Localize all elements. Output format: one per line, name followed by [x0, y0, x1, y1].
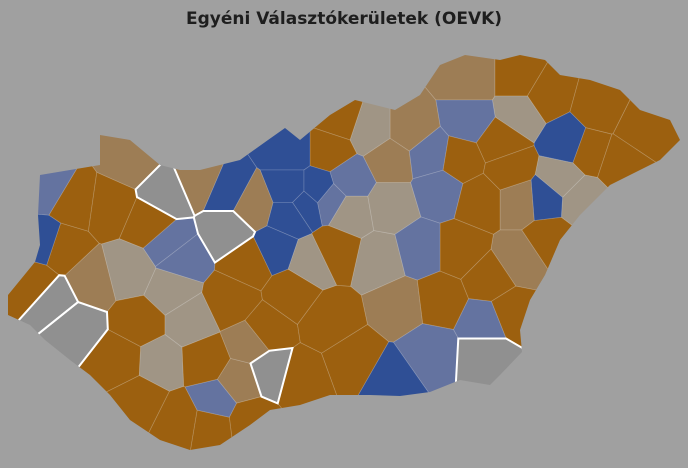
- district-orange[interactable]: [228, 396, 331, 468]
- district-orange[interactable]: [490, 285, 688, 445]
- district-highlight-outline: [192, 210, 257, 265]
- map-title: Egyéni Választókerületek (OEVK): [185, 9, 503, 29]
- district-blue[interactable]: [199, 0, 311, 171]
- district-orange[interactable]: [309, 126, 358, 173]
- district-orange[interactable]: [482, 145, 540, 191]
- district-orange[interactable]: [48, 154, 98, 232]
- district-taupe[interactable]: [561, 174, 688, 314]
- district-orange[interactable]: [597, 133, 688, 269]
- district-taupe[interactable]: [101, 238, 157, 302]
- district-orange[interactable]: [475, 116, 535, 164]
- district-brown[interactable]: [35, 0, 204, 190]
- district-orange[interactable]: [521, 216, 688, 365]
- district-gray[interactable]: [452, 338, 688, 468]
- district-orange[interactable]: [296, 284, 368, 354]
- district-orange[interactable]: [260, 268, 324, 325]
- district-taupe[interactable]: [349, 35, 391, 157]
- district-highlight-outline: [249, 346, 294, 405]
- district-lightblue[interactable]: [184, 378, 237, 418]
- district-blue[interactable]: [291, 190, 323, 234]
- district-blue[interactable]: [303, 165, 334, 204]
- district-gray[interactable]: [0, 301, 109, 456]
- district-brown[interactable]: [373, 0, 496, 101]
- district-taupe[interactable]: [138, 334, 185, 392]
- district-orange[interactable]: [0, 374, 170, 468]
